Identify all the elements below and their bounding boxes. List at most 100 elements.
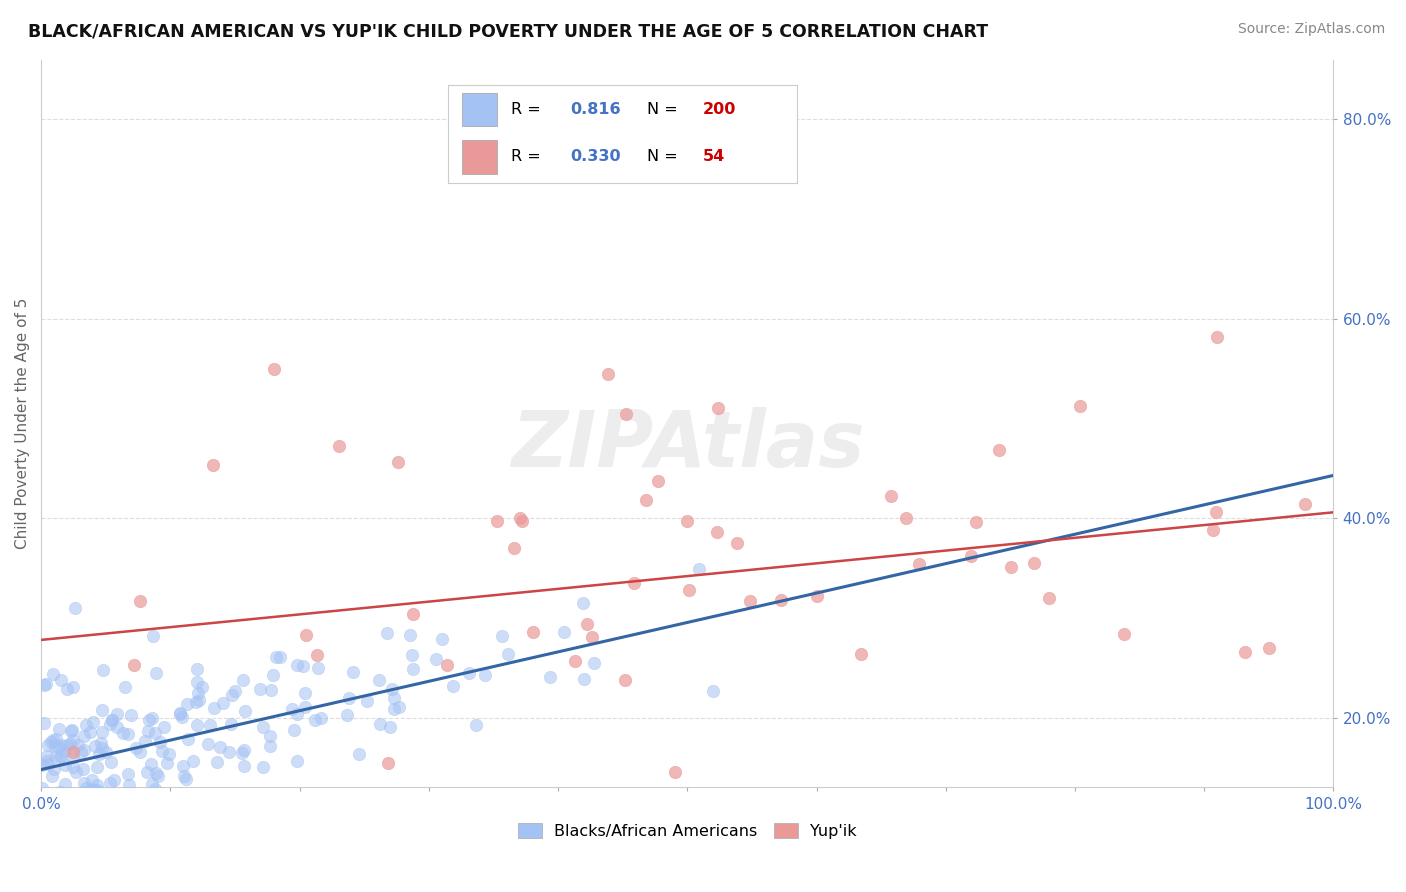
Point <box>336 708 359 723</box>
Point <box>75 718 97 732</box>
Point <box>94 810 117 824</box>
Point <box>294 686 316 700</box>
Point <box>233 705 256 719</box>
Point <box>174 772 197 787</box>
Point <box>45 749 67 764</box>
Point <box>91 703 114 717</box>
Point <box>770 592 793 607</box>
Point <box>738 594 761 608</box>
Point <box>39 735 62 749</box>
Point <box>232 673 254 687</box>
Point <box>112 726 135 740</box>
Point <box>382 702 405 716</box>
Point <box>1205 505 1227 519</box>
Point <box>62 760 84 774</box>
Point <box>39 808 62 822</box>
Point <box>86 759 108 773</box>
Point <box>65 765 87 780</box>
Point <box>37 738 59 752</box>
Point <box>49 673 72 687</box>
Point <box>143 725 166 739</box>
Point <box>706 401 728 416</box>
Point <box>103 773 125 788</box>
Point <box>676 514 699 528</box>
Point <box>87 810 110 824</box>
Point <box>90 736 112 750</box>
Point <box>145 766 167 780</box>
Point <box>402 662 425 676</box>
Point <box>232 743 254 757</box>
Point <box>35 677 58 691</box>
Point <box>117 727 139 741</box>
Point <box>678 583 700 598</box>
Point <box>31 780 53 795</box>
Point <box>368 717 391 731</box>
Point <box>56 682 79 697</box>
Point <box>136 724 159 739</box>
Point <box>232 759 254 773</box>
Point <box>205 756 228 770</box>
Point <box>34 810 56 824</box>
Point <box>70 746 93 760</box>
Text: Source: ZipAtlas.com: Source: ZipAtlas.com <box>1237 22 1385 37</box>
Point <box>70 802 93 816</box>
Point <box>1233 645 1256 659</box>
Point <box>706 525 728 540</box>
Point <box>59 724 82 739</box>
Point <box>664 765 686 780</box>
Point <box>124 740 146 755</box>
Point <box>135 764 157 779</box>
Point <box>134 734 156 748</box>
Point <box>581 630 603 644</box>
Point <box>496 647 519 661</box>
Point <box>458 665 481 680</box>
Point <box>141 756 163 771</box>
Point <box>538 670 561 684</box>
Point <box>49 738 72 752</box>
Point <box>806 589 828 603</box>
Point <box>959 549 981 564</box>
Point <box>80 773 103 788</box>
Point <box>283 723 305 737</box>
Point <box>263 362 285 376</box>
Point <box>93 663 115 677</box>
Point <box>176 697 198 711</box>
Point <box>231 746 253 760</box>
Point <box>702 684 724 698</box>
Point <box>42 732 65 747</box>
Point <box>285 658 308 673</box>
Point <box>553 624 575 639</box>
Point <box>575 616 598 631</box>
Point <box>402 607 425 621</box>
Point <box>401 648 423 663</box>
Point <box>281 702 304 716</box>
Point <box>474 667 496 681</box>
Point <box>60 723 83 737</box>
Point <box>107 707 129 722</box>
Point <box>908 557 931 571</box>
Point <box>46 810 69 824</box>
Point <box>368 673 391 688</box>
Point <box>186 675 208 690</box>
Point <box>169 706 191 720</box>
Point <box>89 788 111 802</box>
Point <box>252 760 274 774</box>
Point <box>512 514 534 528</box>
Point <box>101 714 124 728</box>
Point <box>34 715 56 730</box>
Point <box>218 745 240 759</box>
Point <box>509 511 531 525</box>
Point <box>259 739 281 753</box>
Point <box>138 713 160 727</box>
Point <box>35 748 58 763</box>
Point <box>98 716 121 731</box>
Point <box>1112 627 1135 641</box>
Y-axis label: Child Poverty Under the Age of 5: Child Poverty Under the Age of 5 <box>15 298 30 549</box>
Point <box>153 720 176 734</box>
Point <box>221 716 243 731</box>
Point <box>688 562 710 576</box>
Point <box>58 797 80 812</box>
Point <box>388 699 411 714</box>
Point <box>169 707 191 722</box>
Point <box>87 747 110 761</box>
